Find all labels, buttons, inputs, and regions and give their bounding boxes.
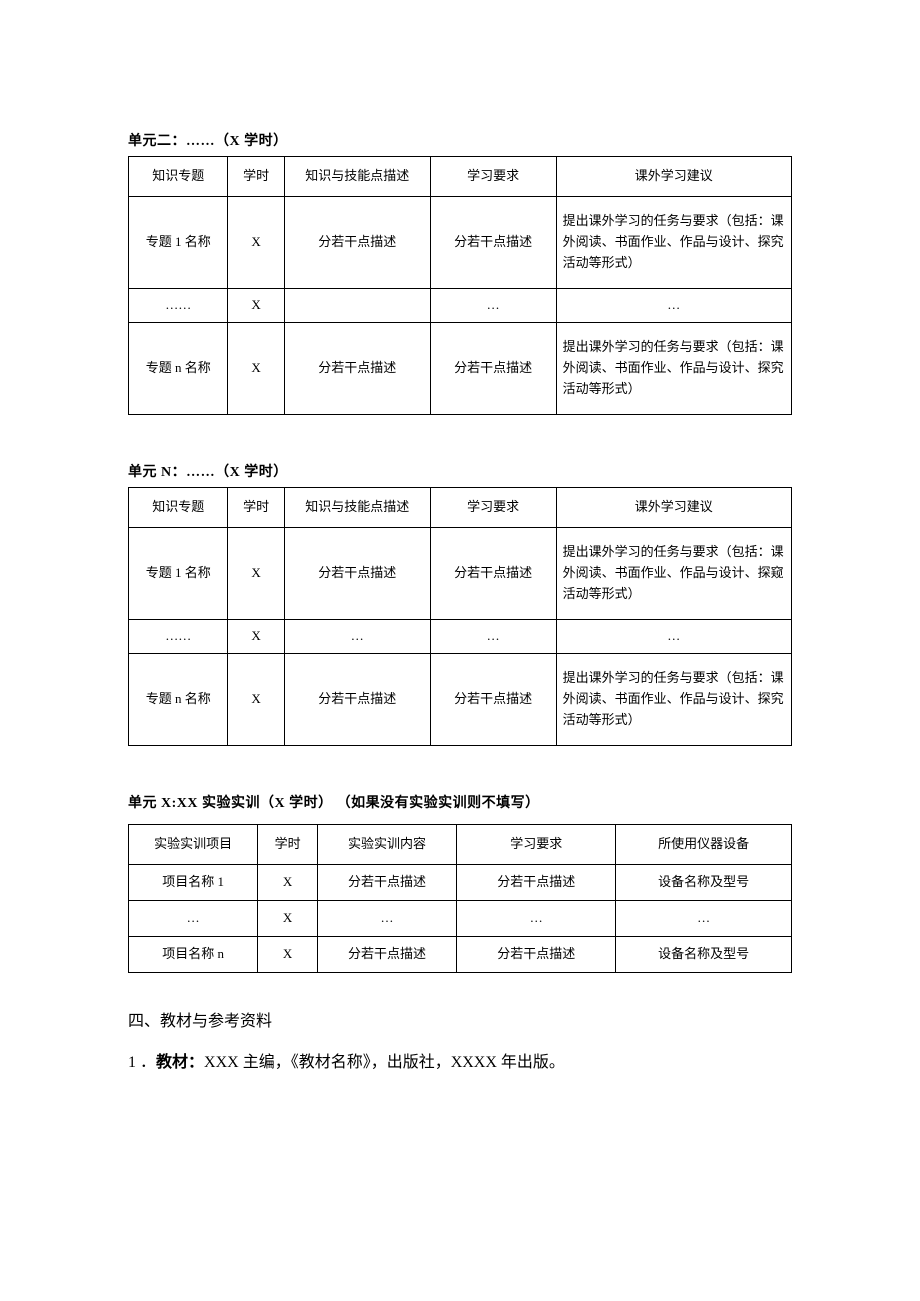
spacer [128,746,792,792]
cell: 分若干点描述 [430,197,556,289]
cell: 项目名称 n [129,937,258,973]
cell: 提出课外学习的任务与要求（包括：课外阅读、书面作业、作品与设计、探窥活动等形式） [556,528,791,620]
table-header-row: 实验实训项目 学时 实验实训内容 学习要求 所使用仪器设备 [129,825,792,865]
col-header: 学时 [258,825,318,865]
cell: … [284,620,430,654]
line1-bold: 教材： [156,1054,204,1071]
section4-heading: 四、教材与参考资料 [128,1007,792,1031]
cell: X [258,937,318,973]
unitX-table: 实验实训项目 学时 实验实训内容 学习要求 所使用仪器设备 项目名称 1 X 分… [128,824,792,973]
unit2-table: 知识专题 学时 知识与技能点描述 学习要求 课外学习建议 专题 1 名称 X 分… [128,156,792,415]
table-row: 项目名称 n X 分若干点描述 分若干点描述 设备名称及型号 [129,937,792,973]
cell: 分若干点描述 [430,528,556,620]
cell: X [228,654,284,746]
cell: 分若干点描述 [284,197,430,289]
cell: 设备名称及型号 [616,937,792,973]
line1-prefix: 1 ． [128,1054,156,1071]
col-header: 所使用仪器设备 [616,825,792,865]
table-header-row: 知识专题 学时 知识与技能点描述 学习要求 课外学习建议 [129,157,792,197]
cell: X [258,865,318,901]
cell: X [228,289,284,323]
table-header-row: 知识专题 学时 知识与技能点描述 学习要求 课外学习建议 [129,488,792,528]
unitX-title-prefix: 单元 X:XX 实验实训（X 学时） [128,796,333,811]
spacer [128,415,792,461]
cell: … [129,901,258,937]
cell [284,289,430,323]
cell: … [556,620,791,654]
cell: X [228,620,284,654]
document-page: 单元二：……（X 学时） 知识专题 学时 知识与技能点描述 学习要求 课外学习建… [0,0,920,1158]
cell: X [228,197,284,289]
cell: …… [129,289,228,323]
col-header: 学时 [228,488,284,528]
cell: 分若干点描述 [284,323,430,415]
cell: 分若干点描述 [317,937,456,973]
cell: 专题 1 名称 [129,528,228,620]
cell: 提出课外学习的任务与要求（包括：课外阅读、书面作业、作品与设计、探究活动等形式） [556,654,791,746]
cell: 分若干点描述 [284,654,430,746]
unitX-title: 单元 X:XX 实验实训（X 学时） （如果没有实验实训则不填写） [128,792,792,812]
section4-line1: 1 ．教材：XXX 主编，《教材名称》，出版社，XXXX 年出版。 [128,1049,792,1078]
unitN-title: 单元 N：……（X 学时） [128,461,792,481]
cell: 专题 n 名称 [129,323,228,415]
cell: … [317,901,456,937]
cell: 项目名称 1 [129,865,258,901]
col-header: 知识与技能点描述 [284,157,430,197]
col-header: 知识与技能点描述 [284,488,430,528]
cell: 提出课外学习的任务与要求（包括：课外阅读、书面作业、作品与设计、探究活动等形式） [556,197,791,289]
cell: 专题 1 名称 [129,197,228,289]
table-row: 专题 1 名称 X 分若干点描述 分若干点描述 提出课外学习的任务与要求（包括：… [129,528,792,620]
cell: X [228,323,284,415]
table-row: 项目名称 1 X 分若干点描述 分若干点描述 设备名称及型号 [129,865,792,901]
cell: … [616,901,792,937]
cell: 分若干点描述 [430,323,556,415]
cell: 设备名称及型号 [616,865,792,901]
table-row: … X … … … [129,901,792,937]
cell: 提出课外学习的任务与要求（包括：课外阅读、书面作业、作品与设计、探究活动等形式） [556,323,791,415]
cell: … [556,289,791,323]
table-row: …… X … … [129,289,792,323]
table-row: 专题 1 名称 X 分若干点描述 分若干点描述 提出课外学习的任务与要求（包括：… [129,197,792,289]
unit2-title: 单元二：……（X 学时） [128,130,792,150]
line1-rest: XXX 主编，《教材名称》，出版社，XXXX 年出版。 [204,1054,565,1071]
cell: … [457,901,616,937]
col-header: 学习要求 [430,488,556,528]
table-row: 专题 n 名称 X 分若干点描述 分若干点描述 提出课外学习的任务与要求（包括：… [129,323,792,415]
col-header: 知识专题 [129,157,228,197]
cell: X [228,528,284,620]
unitX-title-note: （如果没有实验实训则不填写） [337,796,540,811]
cell: X [258,901,318,937]
col-header: 实验实训内容 [317,825,456,865]
cell: 专题 n 名称 [129,654,228,746]
cell: … [430,289,556,323]
cell: … [430,620,556,654]
table-row: 专题 n 名称 X 分若干点描述 分若干点描述 提出课外学习的任务与要求（包括：… [129,654,792,746]
cell: 分若干点描述 [317,865,456,901]
col-header: 学习要求 [457,825,616,865]
table-row: …… X … … … [129,620,792,654]
unitN-table: 知识专题 学时 知识与技能点描述 学习要求 课外学习建议 专题 1 名称 X 分… [128,487,792,746]
cell: 分若干点描述 [430,654,556,746]
cell: 分若干点描述 [457,937,616,973]
cell: …… [129,620,228,654]
col-header: 学习要求 [430,157,556,197]
col-header: 实验实训项目 [129,825,258,865]
col-header: 知识专题 [129,488,228,528]
col-header: 课外学习建议 [556,157,791,197]
cell: 分若干点描述 [457,865,616,901]
cell: 分若干点描述 [284,528,430,620]
col-header: 学时 [228,157,284,197]
col-header: 课外学习建议 [556,488,791,528]
